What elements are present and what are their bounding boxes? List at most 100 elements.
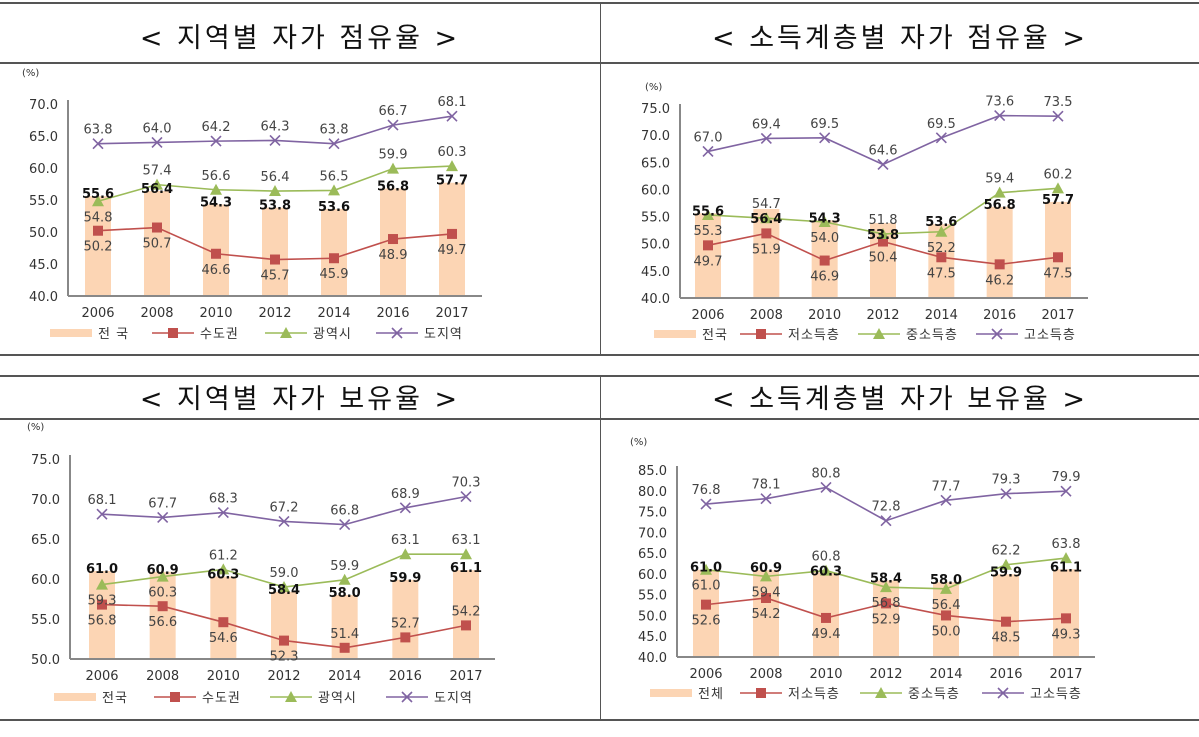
data-label: 49.7 <box>438 243 467 258</box>
data-label: 60.8 <box>812 550 841 565</box>
legend-label: 도지역 <box>424 327 463 342</box>
y-tick-label: 50.0 <box>638 609 667 624</box>
triangle-marker <box>151 178 163 190</box>
legend-swatch <box>650 689 692 697</box>
y-tick-label: 65.0 <box>29 130 58 145</box>
x-tick-label: 2017 <box>449 669 482 684</box>
data-label: 76.8 <box>692 483 721 498</box>
data-label: 68.1 <box>438 95 467 110</box>
square-marker <box>756 329 766 339</box>
square-marker <box>994 259 1005 270</box>
data-label: 60.3 <box>148 586 177 601</box>
data-label: 59.9 <box>330 559 359 574</box>
square-marker <box>218 617 229 628</box>
square-marker <box>703 240 713 251</box>
square-marker <box>461 620 471 631</box>
x-marker <box>278 515 290 527</box>
y-tick-label: 60.0 <box>31 573 60 588</box>
y-tick-label: 70.0 <box>641 129 670 144</box>
data-label: 51.4 <box>330 627 359 642</box>
y-tick-label: 50.0 <box>641 238 670 253</box>
chart-regional-occupancy: (%) 40.0 45.0 50.0 55.0 60.0 65.0 70.0 2006 2008 2… <box>22 68 482 342</box>
data-label: 54.8 <box>84 210 113 225</box>
triangle-marker <box>760 570 772 582</box>
x-marker <box>460 491 472 503</box>
x-tick-label: 2014 <box>929 667 962 682</box>
y-tick-label: 55.0 <box>31 613 60 628</box>
legend-label: 고소득층 <box>1030 687 1082 702</box>
data-label: 56.8 <box>88 614 117 629</box>
y-axis-unit: (%) <box>22 68 39 79</box>
triangle-marker <box>993 186 1006 198</box>
square-marker <box>756 688 766 698</box>
x-tick-label: 2006 <box>81 306 114 321</box>
x-marker <box>760 132 772 144</box>
data-label: 59.9 <box>379 148 408 163</box>
data-label: 56.4 <box>261 170 290 185</box>
data-label: 78.1 <box>752 478 781 493</box>
x-marker <box>328 138 340 150</box>
bar <box>149 571 176 659</box>
legend-label: 광역시 <box>313 327 352 342</box>
data-label: 46.2 <box>985 273 1014 288</box>
square-marker <box>881 598 891 609</box>
data-label: 67.2 <box>270 500 299 515</box>
data-label: 59.4 <box>752 585 781 600</box>
data-label: 69.5 <box>927 117 956 132</box>
data-label: 69.5 <box>810 117 839 132</box>
bar <box>262 207 288 296</box>
x-marker <box>401 691 413 703</box>
square-marker <box>878 236 888 247</box>
x-marker <box>880 515 892 527</box>
triangle-marker <box>935 225 948 237</box>
data-label: 64.3 <box>261 119 290 134</box>
x-tick-label: 2017 <box>1049 667 1082 682</box>
bar <box>392 579 419 659</box>
triangle-marker <box>820 564 832 576</box>
x-marker <box>391 327 403 339</box>
legend-label: 저소득층 <box>788 687 840 702</box>
chart-title: < 소득계층별 자가 보유율 > <box>712 384 1088 415</box>
data-label: 63.8 <box>84 123 113 138</box>
bar <box>453 570 479 659</box>
data-label: 54.0 <box>810 231 839 246</box>
legend-label: 중소득층 <box>908 687 960 702</box>
x-marker <box>210 135 222 147</box>
y-tick-label: 40.0 <box>29 290 58 305</box>
data-label: 67.0 <box>694 130 723 145</box>
bar-value-label: 57.7 <box>1042 193 1074 208</box>
triangle-marker <box>446 160 458 172</box>
legend-label: 저소득층 <box>788 328 840 343</box>
data-label: 64.6 <box>869 143 898 158</box>
chart-income-ownership: (%) 40.0 45.0 50.0 55.0 60.0 65.0 70.0 75.0 80.0 8… <box>630 437 1095 702</box>
triangle-marker <box>1052 182 1064 194</box>
square-marker <box>211 248 221 259</box>
triangle-marker <box>269 185 281 197</box>
data-label: 52.3 <box>270 650 299 665</box>
data-label: 56.5 <box>320 169 349 184</box>
legend-swatch <box>654 330 696 338</box>
legend-label: 전국 <box>102 691 128 706</box>
data-label: 47.5 <box>1044 266 1073 281</box>
x-marker <box>702 145 714 157</box>
x-tick-label: 2006 <box>85 669 118 684</box>
legend-label: 전국 <box>702 328 728 343</box>
y-tick-label: 60.0 <box>29 162 58 177</box>
bar-value-label: 56.8 <box>984 198 1016 213</box>
x-tick-label: 2008 <box>146 669 179 684</box>
data-label: 48.5 <box>992 631 1021 646</box>
y-tick-label: 65.0 <box>638 547 667 562</box>
x-marker <box>877 158 889 171</box>
data-label: 64.2 <box>202 120 231 135</box>
x-marker <box>997 687 1009 699</box>
triangle-marker <box>278 581 290 592</box>
x-marker <box>820 481 832 494</box>
bar <box>1045 201 1071 298</box>
data-label: 59.3 <box>88 594 117 609</box>
y-tick-label: 45.0 <box>29 258 58 273</box>
bar-value-label: 60.9 <box>147 563 179 578</box>
data-label: 73.6 <box>985 95 1014 110</box>
square-marker <box>1001 616 1011 627</box>
legend-label: 광역시 <box>318 691 357 706</box>
